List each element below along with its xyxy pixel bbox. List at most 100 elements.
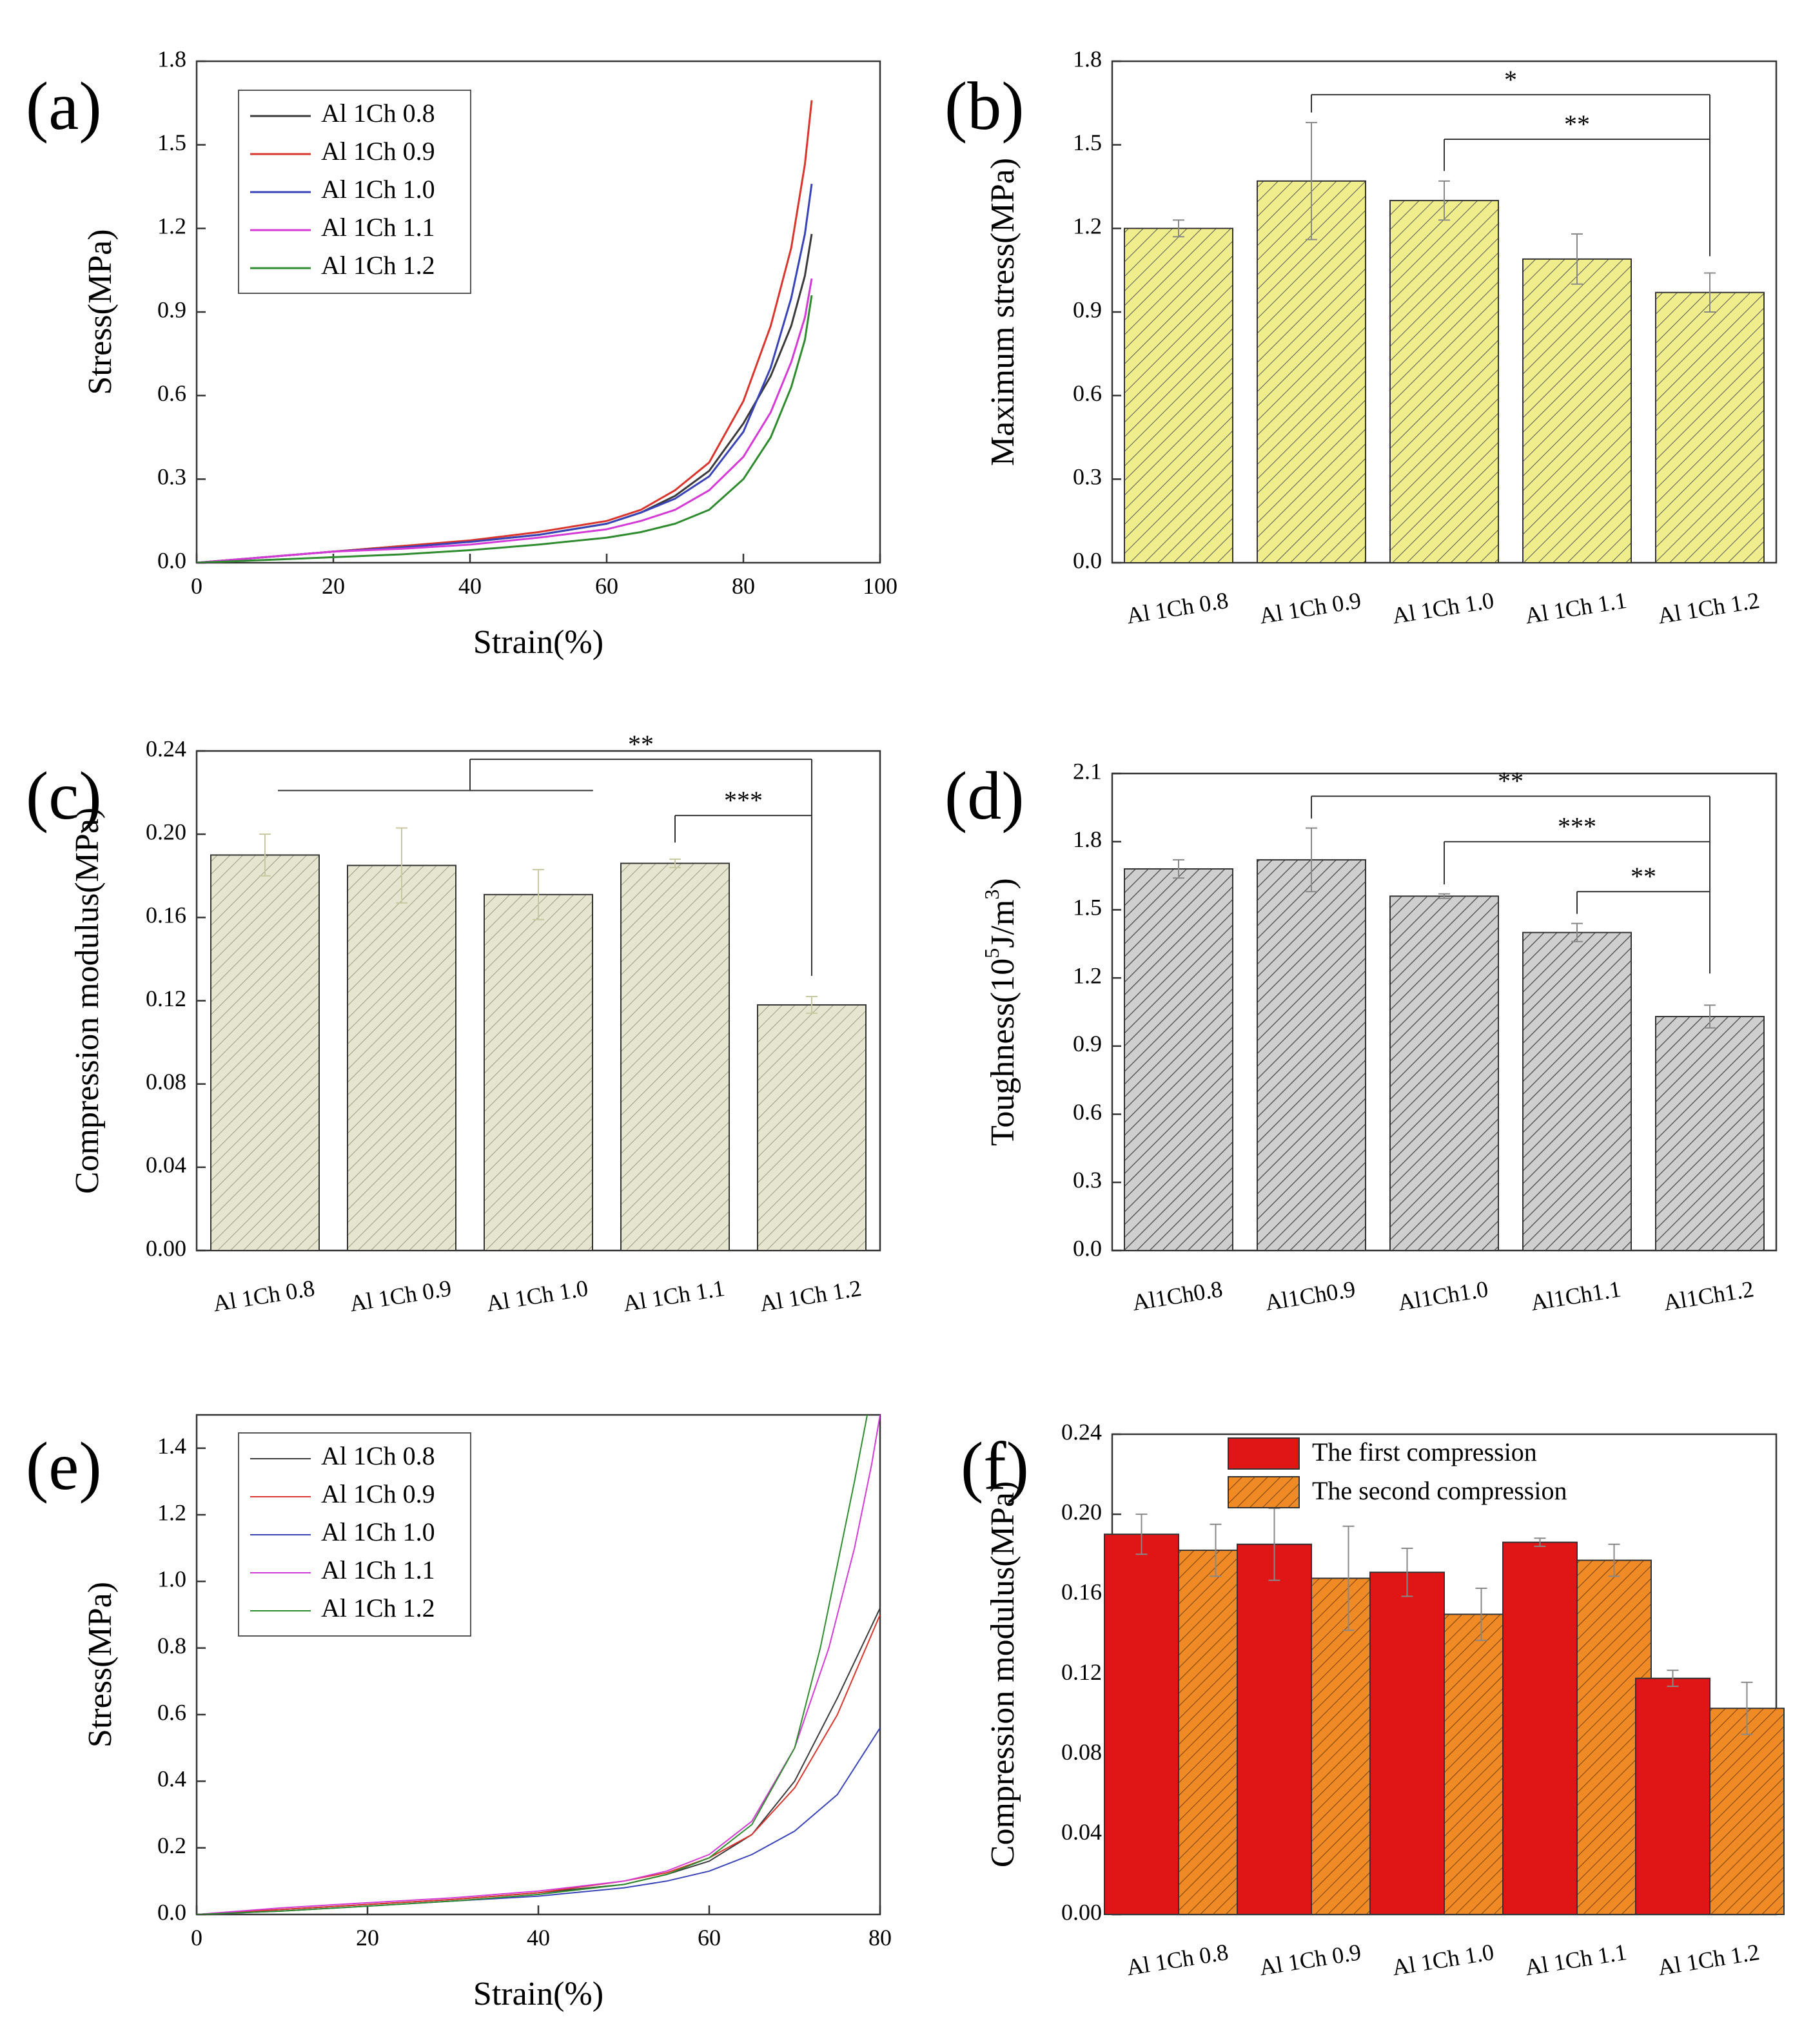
x-tick-label: Al 1Ch 1.1 — [1523, 587, 1628, 628]
y-tick-label: 1.2 — [1073, 962, 1102, 988]
y-tick-label: 0.6 — [157, 380, 186, 406]
panel-label: (c) — [26, 758, 102, 833]
x-tick-label: Al 1Ch 1.0 — [484, 1275, 589, 1316]
y-tick-label: 0.6 — [1073, 1099, 1102, 1125]
legend-label: Al 1Ch 0.8 — [321, 1441, 435, 1470]
y-tick-label: 0.08 — [1061, 1739, 1102, 1765]
y-tick-label: 1.2 — [157, 213, 186, 239]
significance-label: ** — [1564, 110, 1590, 139]
legend-label: Al 1Ch 1.2 — [321, 251, 435, 280]
y-tick-label: 1.2 — [1073, 213, 1102, 239]
y-axis-title: Stress(MPa) — [82, 1582, 119, 1747]
x-tick-label: Al 1Ch 0.8 — [211, 1275, 316, 1316]
y-tick-label: 0.08 — [146, 1069, 186, 1095]
bar — [1369, 1572, 1445, 1915]
panel-f: (f) 0.00 0.04 0.08 0.12 0.16 0.20 0.24 Compressi… — [961, 1419, 1785, 1980]
y-tick-label: 0.24 — [146, 735, 186, 761]
x-tick-label: Al 1Ch 0.9 — [1257, 587, 1362, 628]
x-tick-label: 60 — [698, 1925, 721, 1951]
bar — [1522, 258, 1632, 563]
y-tick-label: 1.2 — [157, 1499, 186, 1525]
x-tick-label: Al 1Ch 0.9 — [1257, 1939, 1362, 1980]
y-tick-label: 0.8 — [157, 1633, 186, 1659]
significance-label: ** — [628, 730, 654, 759]
y-axis-title-sup: 3 — [980, 890, 1003, 900]
x-tick-label: Al1Ch1.1 — [1529, 1276, 1623, 1316]
y-tick-label: 0.24 — [1061, 1419, 1102, 1445]
y-tick-label: 1.0 — [157, 1566, 186, 1592]
x-tick-label: Al 1Ch 1.0 — [1390, 587, 1495, 628]
y-axis-title: Stress(MPa) — [82, 229, 119, 394]
y-axis-title: Maximum stress(MPa) — [985, 158, 1021, 466]
legend-swatch — [1228, 1476, 1300, 1508]
y-tick-label: 0.12 — [146, 986, 186, 1011]
y-tick-label: 0.4 — [157, 1766, 186, 1792]
y-tick-label: 0.9 — [1073, 1031, 1102, 1056]
y-tick-label: 2.1 — [1073, 758, 1102, 784]
bar — [1655, 1016, 1765, 1251]
y-tick-label: 1.5 — [1073, 130, 1102, 155]
bar — [1655, 291, 1765, 563]
panel-e: (e) 0.0 0.2 0.4 0.6 0.8 1.0 1.2 1.4 Stress(MPa) 0 2… — [26, 1414, 892, 2012]
legend-label: Al 1Ch 0.8 — [321, 99, 435, 128]
bar — [1237, 1543, 1312, 1916]
x-tick-label: 40 — [458, 573, 482, 599]
series-line-al-1ch-1.1 — [197, 1415, 880, 1914]
panel-label: (b) — [945, 68, 1024, 144]
x-tick-label: Al 1Ch 1.2 — [1656, 587, 1761, 628]
legend-swatch — [1228, 1437, 1300, 1470]
x-tick-label: Al1Ch1.2 — [1661, 1276, 1756, 1316]
y-tick-label: 0.16 — [146, 902, 186, 928]
legend-label: The first compression — [1312, 1437, 1537, 1466]
x-axis-title: Strain(%) — [473, 1976, 603, 2012]
legend-label: Al 1Ch 1.2 — [321, 1593, 435, 1622]
y-tick-label: 0.00 — [146, 1235, 186, 1261]
series-line-al-1ch-0.9 — [197, 1614, 880, 1914]
x-tick-label: Al1Ch0.8 — [1130, 1276, 1224, 1316]
significance-label: *** — [724, 786, 763, 815]
y-tick-label: 0.0 — [1073, 547, 1102, 573]
x-tick-label: 100 — [863, 573, 897, 599]
x-tick-label: Al 1Ch 1.0 — [1390, 1939, 1495, 1980]
bar — [1104, 1533, 1179, 1915]
x-tick-label: 60 — [595, 573, 618, 599]
x-tick-label: 80 — [732, 573, 755, 599]
significance-label: ** — [1631, 862, 1656, 891]
y-tick-label: 1.8 — [1073, 826, 1102, 852]
panel-label: (e) — [26, 1428, 102, 1504]
y-tick-label: 0.12 — [1061, 1659, 1102, 1685]
bar — [1389, 895, 1499, 1252]
x-tick-label: Al 1Ch 1.1 — [1523, 1939, 1628, 1980]
y-tick-label: 1.4 — [157, 1433, 186, 1459]
y-axis-title: Toughness(105J/m3) — [980, 878, 1021, 1145]
bar — [1635, 1677, 1710, 1915]
panel-d: (d) 0.0 0.3 0.6 0.9 1.2 1.5 1.8 2.1 Toughness(105… — [945, 758, 1778, 1316]
y-tick-label: 0.0 — [157, 547, 186, 573]
series-line-al-1ch-1.2 — [197, 295, 813, 563]
y-axis-title: Compression modulus(MPa) — [985, 1481, 1021, 1867]
series-line-al-1ch-1.0 — [197, 1728, 880, 1914]
y-tick-label: 0.20 — [146, 819, 186, 844]
series-line-al-1ch-0.8 — [197, 1608, 880, 1914]
y-tick-label: 0.3 — [1073, 1167, 1102, 1193]
y-tick-label: 0.2 — [157, 1833, 186, 1858]
x-tick-label: Al 1Ch 0.8 — [1124, 1939, 1230, 1980]
significance-label: * — [1504, 65, 1517, 94]
panel-a: (a) 0.0 0.3 0.6 0.9 1.2 1.5 1.8 Stress(MPa) 0 20 40… — [26, 46, 897, 661]
bar — [1502, 1541, 1578, 1915]
x-tick-label: Al1Ch0.9 — [1263, 1276, 1357, 1316]
y-tick-label: 0.20 — [1061, 1499, 1102, 1524]
y-tick-label: 0.04 — [146, 1152, 186, 1178]
x-tick-label: 0 — [191, 573, 202, 599]
y-tick-label: 0.3 — [157, 464, 186, 490]
y-tick-label: 0.6 — [157, 1699, 186, 1725]
legend-label: Al 1Ch 1.0 — [321, 175, 435, 204]
legend-label: Al 1Ch 1.1 — [321, 213, 435, 242]
panel-b: (b) 0.0 0.3 0.6 0.9 1.2 1.5 1.8 Maximum stress(M… — [945, 46, 1778, 628]
x-tick-label: Al 1Ch 1.2 — [758, 1275, 863, 1316]
significance-label: *** — [1558, 812, 1596, 841]
legend-label: The second compression — [1312, 1476, 1567, 1505]
y-tick-label: 0.0 — [1073, 1235, 1102, 1261]
y-tick-label: 1.5 — [157, 130, 186, 155]
series-line-al-1ch-1.2 — [197, 1415, 868, 1914]
